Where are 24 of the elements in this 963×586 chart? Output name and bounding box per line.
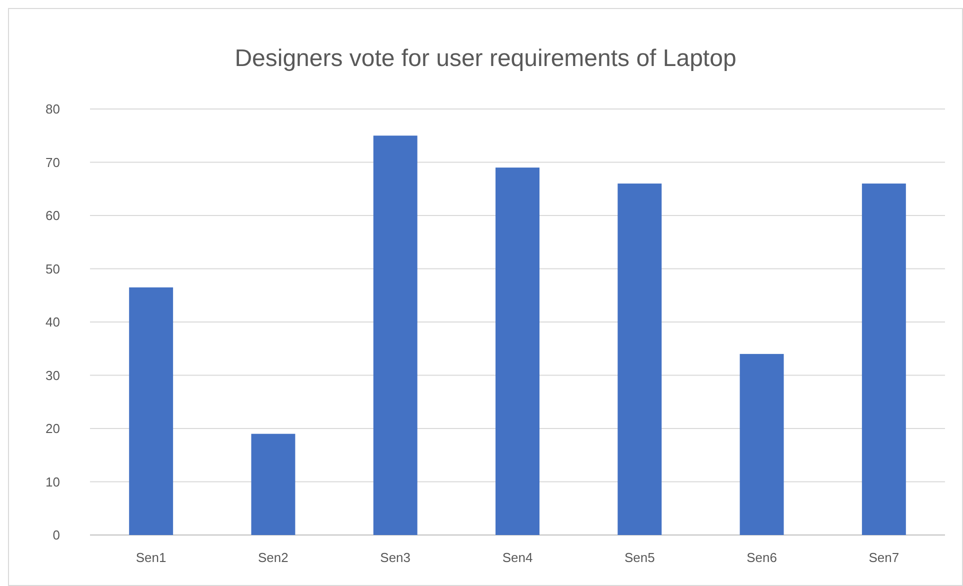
y-tick-label: 0	[52, 528, 60, 543]
chart-title: Designers vote for user requirements of Laptop	[234, 45, 736, 72]
x-tick-label: Sen2	[258, 550, 288, 565]
bar	[496, 168, 540, 535]
y-tick-label: 80	[46, 102, 60, 117]
bar	[129, 287, 174, 535]
y-tick-label: 40	[46, 314, 60, 330]
x-tick-label: Sen7	[868, 550, 900, 565]
y-tick-label: 70	[46, 154, 60, 170]
bar	[618, 184, 662, 535]
y-tick-label: 60	[46, 208, 60, 224]
x-tick-label: Sen4	[502, 550, 533, 565]
bar	[251, 434, 296, 535]
bar	[862, 184, 906, 535]
y-tick-label: 10	[46, 474, 60, 490]
y-tick-label: 50	[46, 261, 60, 276]
x-tick-label: Sen5	[624, 550, 655, 565]
bar	[740, 354, 784, 535]
y-tick-label: 20	[46, 421, 60, 436]
y-tick-label: 30	[46, 368, 60, 383]
x-tick-label: Sen6	[746, 550, 777, 565]
bar	[373, 136, 418, 535]
x-tick-label: Sen1	[136, 550, 166, 565]
x-tick-label: Sen3	[380, 550, 411, 565]
